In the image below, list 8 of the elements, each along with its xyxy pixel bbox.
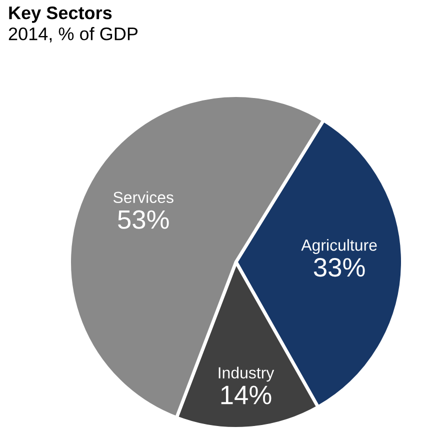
slice-label: Industry [218,366,274,382]
data-label: 33% [314,258,365,277]
slice-label: Agriculture [301,239,377,254]
data-label: 14% [221,386,272,404]
chart-title: Key Sectors [9,6,112,23]
chart-subtitle: 2014, % of GDP [8,27,138,42]
data-label: 53% [118,210,169,229]
slice-label: Services [113,191,174,204]
